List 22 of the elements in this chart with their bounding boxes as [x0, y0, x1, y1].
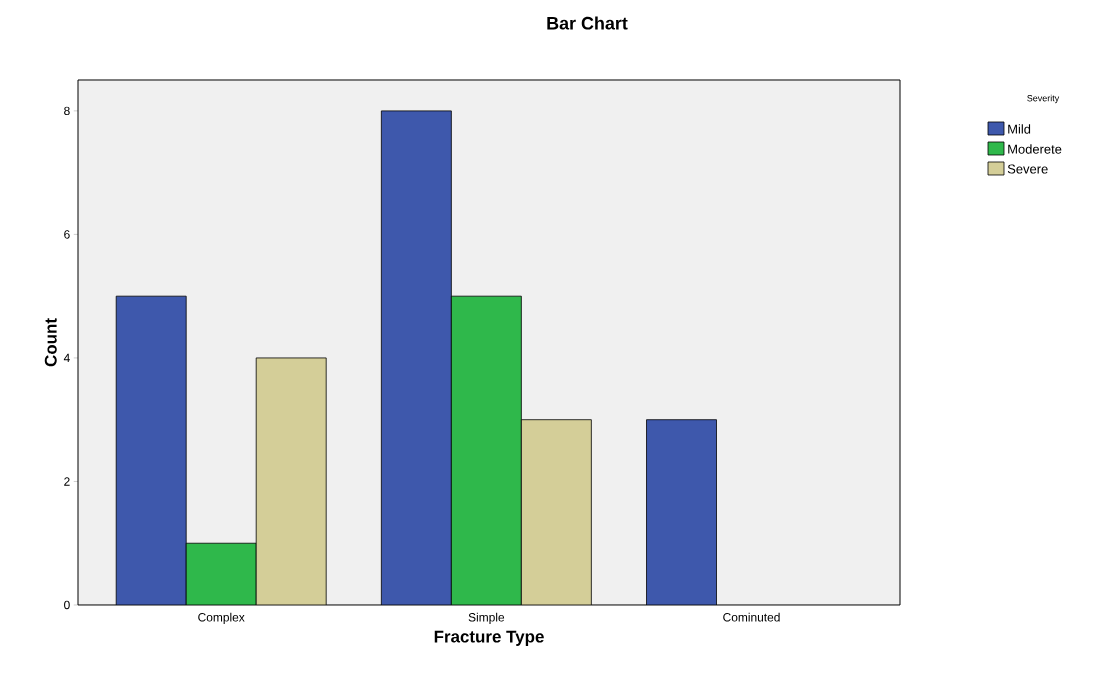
y-tick-label: 2 [64, 477, 70, 486]
bar [115, 295, 187, 605]
x-axis-title: Fracture Type [434, 630, 544, 646]
bar [185, 542, 257, 605]
bar [646, 419, 717, 605]
bar [380, 110, 452, 605]
legend-label: Mild [1008, 124, 1031, 134]
x-tick-label: Cominuted [723, 612, 780, 622]
bar [255, 357, 327, 605]
legend-title: Severity [1027, 94, 1060, 104]
bar [450, 295, 522, 605]
y-tick-label: 0 [64, 600, 70, 610]
x-tick-label: Complex [198, 612, 245, 624]
chart-title: Bar Chart [547, 16, 628, 30]
y-tick-label: 4 [63, 353, 70, 363]
legend-label: Moderete [1008, 144, 1062, 154]
y-tick-label: 6 [64, 230, 70, 239]
y-tick-label: 8 [64, 106, 70, 116]
bar [520, 419, 592, 605]
y-axis-title: Count [44, 318, 57, 367]
x-tick-label: Simple [468, 612, 505, 624]
legend-label: Severe [1007, 164, 1048, 174]
